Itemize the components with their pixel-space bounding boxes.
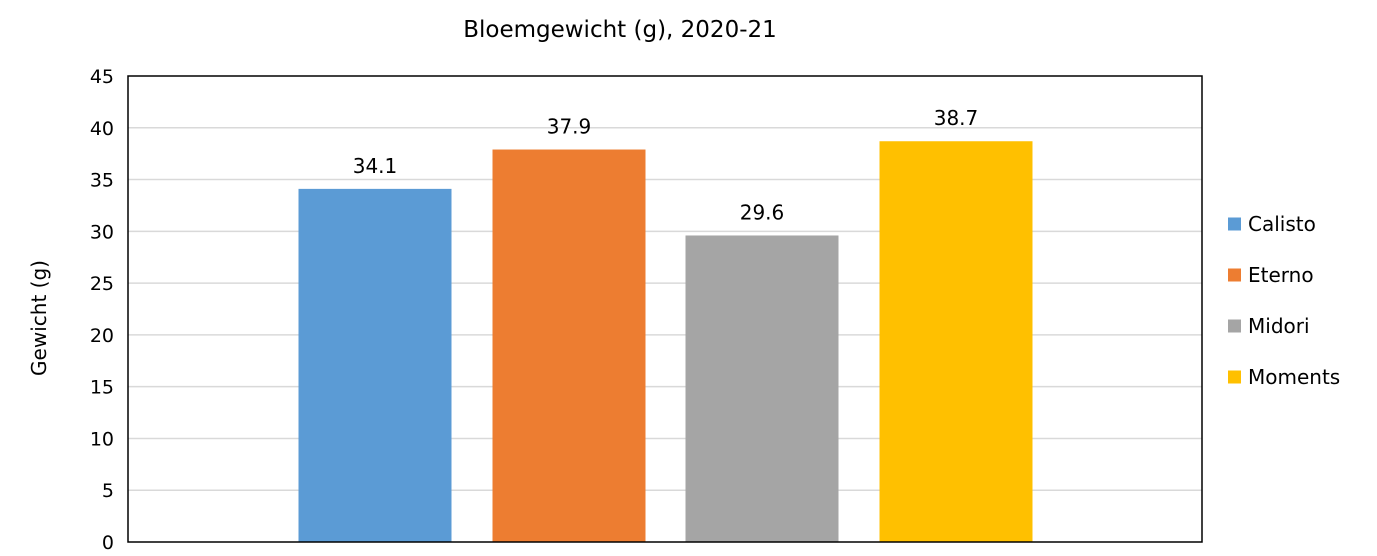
data-label-calisto: 34.1 — [353, 154, 398, 178]
y-tick-label: 15 — [90, 377, 114, 399]
y-tick-label: 10 — [90, 428, 114, 450]
y-axis-ticks: 0 5 10 15 20 25 30 35 40 45 — [90, 66, 114, 554]
y-tick-label: 5 — [102, 480, 114, 502]
legend-item-midori: Midori — [1228, 314, 1310, 338]
y-tick-label: 40 — [90, 118, 114, 140]
legend-swatch — [1228, 319, 1241, 333]
bar-eterno — [492, 149, 646, 542]
y-tick-label: 25 — [90, 273, 114, 295]
bars — [298, 141, 1033, 543]
y-tick-label: 0 — [102, 532, 114, 552]
legend-swatch — [1228, 370, 1241, 384]
gridlines — [128, 127, 1202, 491]
data-labels: 34.1 37.9 29.6 38.7 — [353, 106, 979, 224]
bar-calisto — [298, 188, 452, 542]
data-label-moments: 38.7 — [934, 106, 979, 130]
y-tick-label: 45 — [90, 66, 114, 88]
legend-label: Moments — [1248, 365, 1340, 389]
legend-label: Calisto — [1248, 212, 1316, 236]
data-label-eterno: 37.9 — [547, 115, 592, 139]
legend: Calisto Eterno Midori Moments — [1228, 212, 1340, 389]
bar-moments — [879, 141, 1033, 543]
legend-label: Midori — [1248, 314, 1310, 338]
y-tick-label: 20 — [90, 325, 114, 347]
legend-swatch — [1228, 268, 1241, 282]
y-tick-label: 30 — [90, 221, 114, 243]
chart-title: Bloemgewicht (g), 2020-21 — [463, 17, 777, 43]
bar-midori — [685, 235, 839, 542]
legend-item-eterno: Eterno — [1228, 263, 1314, 287]
legend-item-calisto: Calisto — [1228, 212, 1316, 236]
legend-swatch — [1228, 217, 1241, 231]
legend-label: Eterno — [1248, 263, 1314, 287]
y-tick-label: 35 — [90, 170, 114, 192]
plot-area-border — [127, 75, 1203, 543]
legend-item-moments: Moments — [1228, 365, 1340, 389]
data-label-midori: 29.6 — [740, 200, 785, 224]
y-axis-title: Gewicht (g) — [27, 260, 51, 376]
